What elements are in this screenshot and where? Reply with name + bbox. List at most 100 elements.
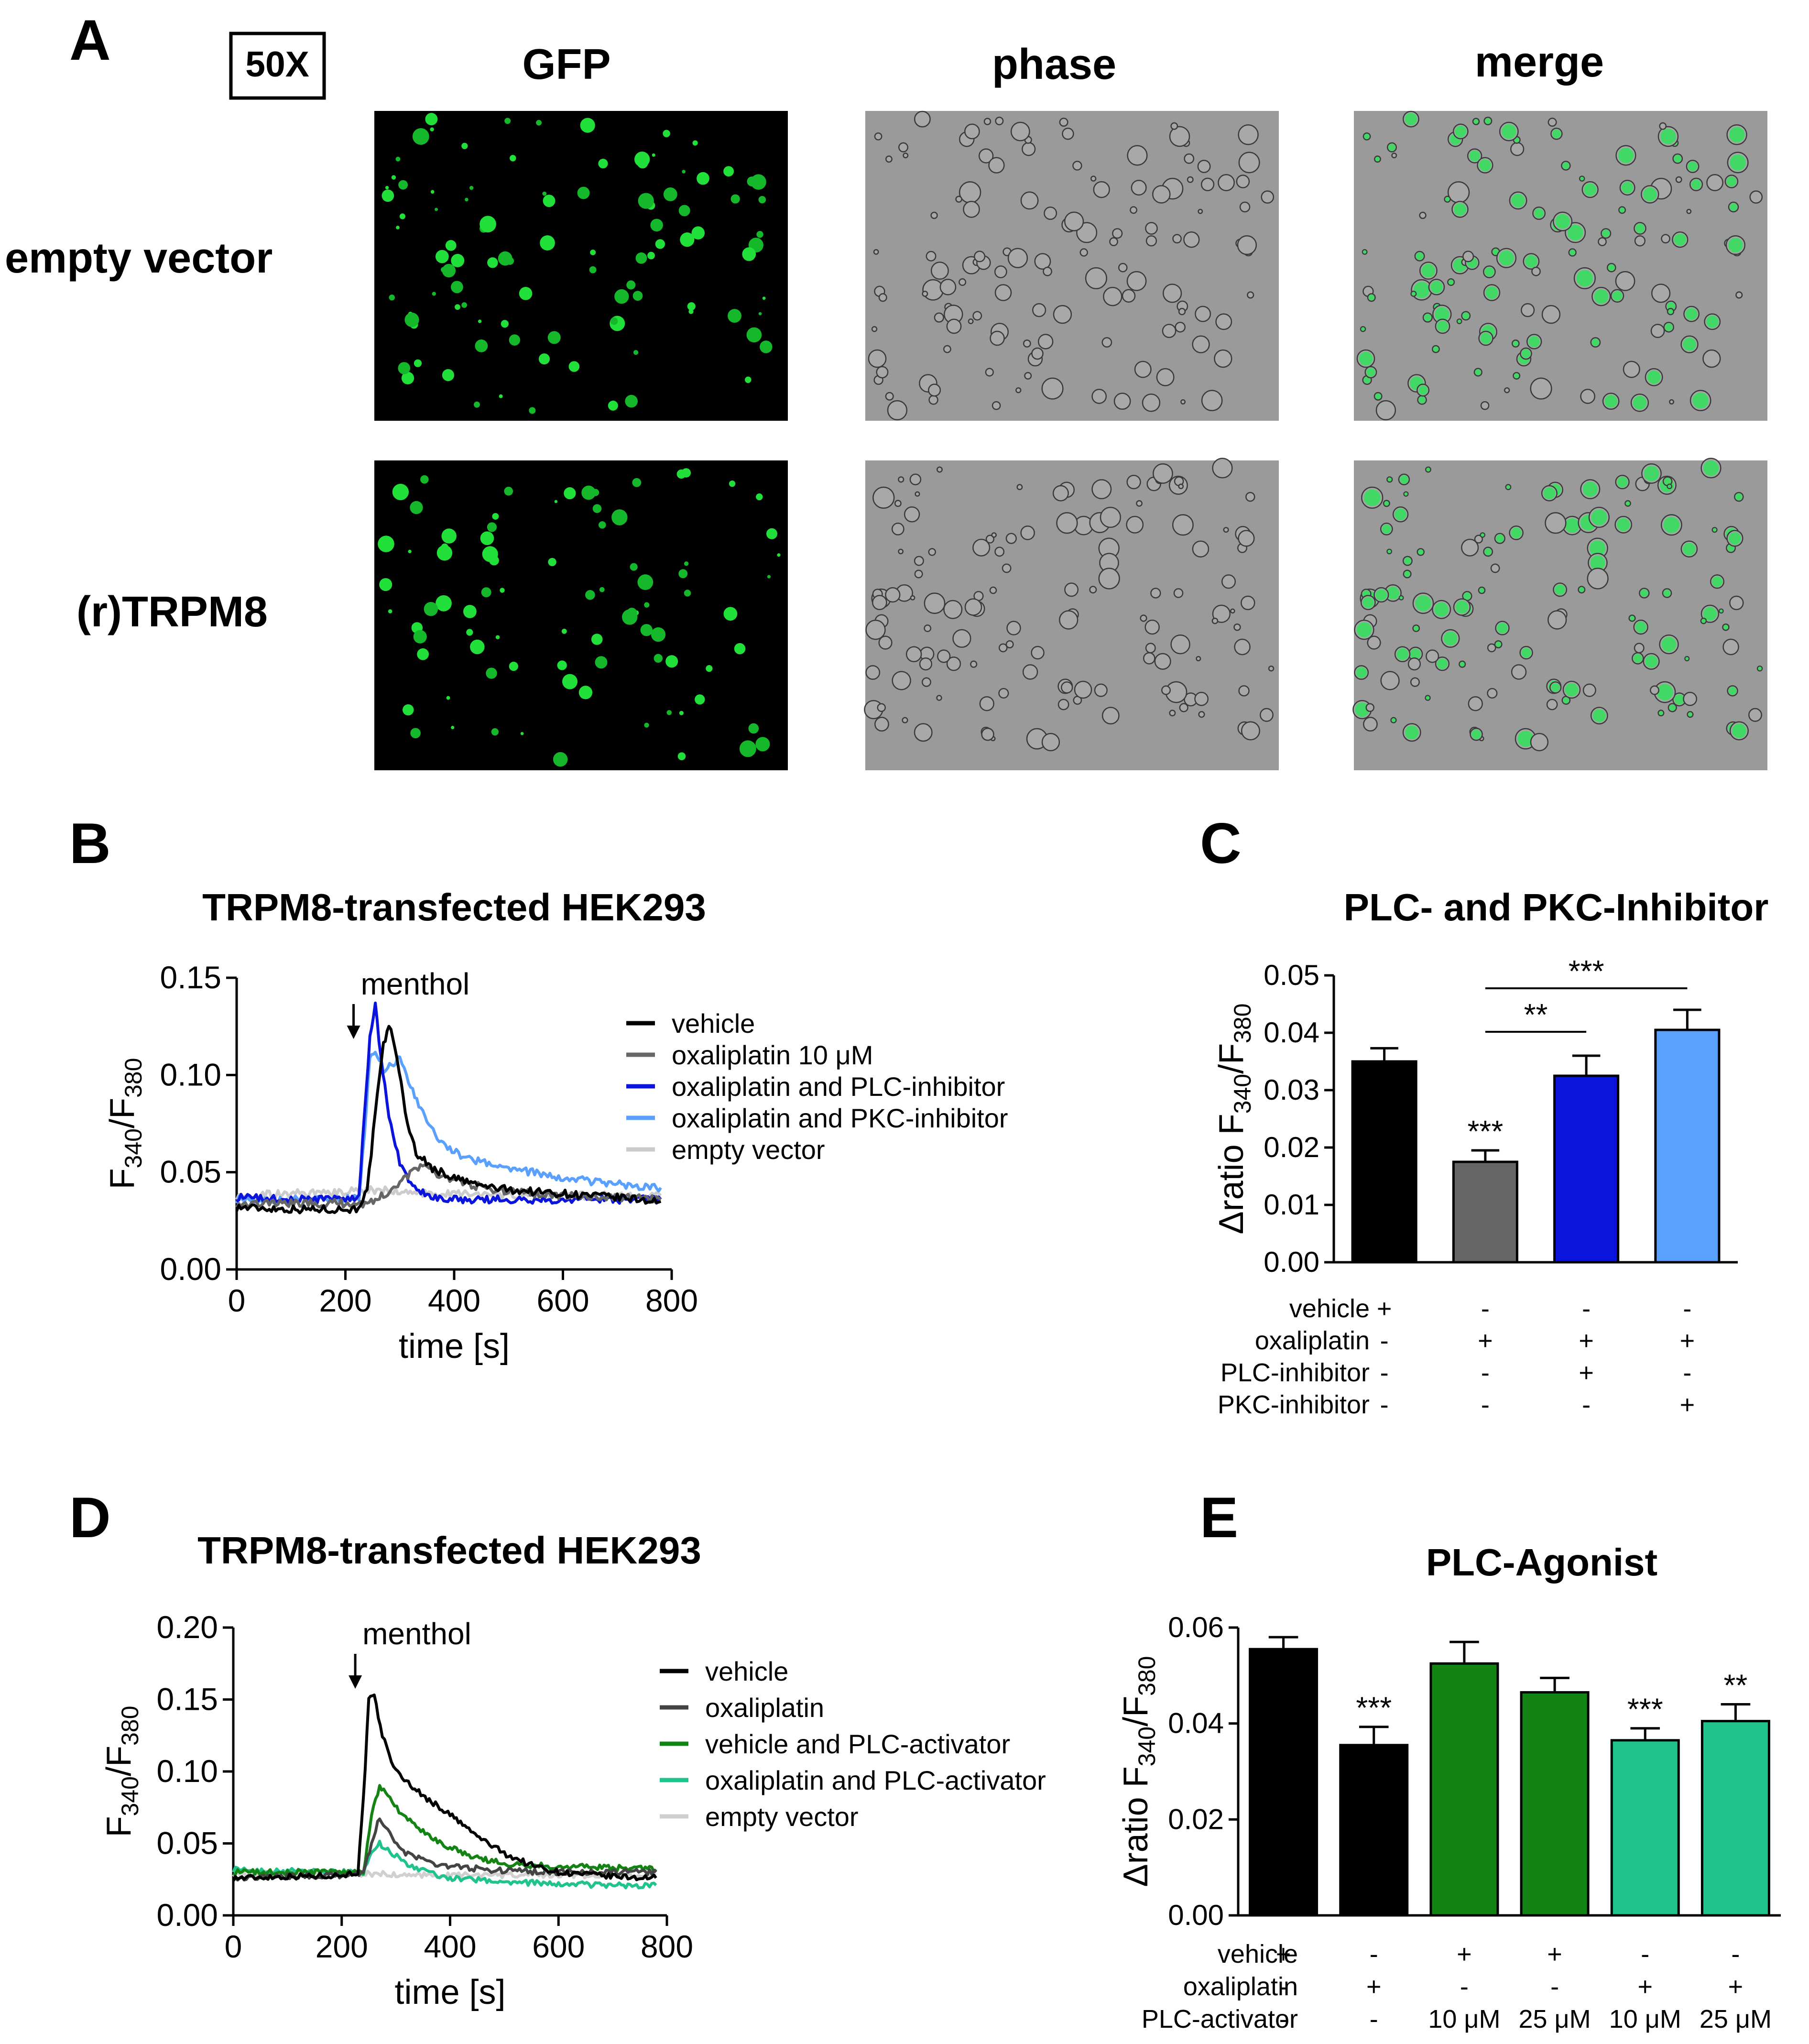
x-axis-label: time [s]: [394, 1973, 505, 2011]
cell-fluorescence: [1635, 621, 1646, 633]
cell-outline: [1238, 124, 1259, 145]
condition-label-oxaliplatin: oxaliplatin: [1183, 1972, 1298, 2001]
cell-fluorescence: [591, 634, 603, 645]
cell-fluorescence: [663, 187, 677, 201]
condition-value: 25 μM: [1518, 2005, 1591, 2033]
cell-outline: [892, 671, 911, 690]
cell-fluorescence: [590, 250, 596, 255]
cell-fluorescence: [1728, 238, 1743, 253]
cell-outline: [1024, 372, 1032, 380]
cell-outline: [988, 157, 1005, 174]
cell-fluorescence: [442, 263, 456, 278]
cell-outline: [904, 506, 920, 523]
cell-fluorescence: [1426, 467, 1430, 472]
column-title-merge: merge: [1475, 38, 1604, 86]
condition-value: +: [1579, 1358, 1594, 1387]
cell-fluorescence: [543, 195, 556, 208]
condition-value: +: [1457, 1940, 1472, 1968]
cell-fluorescence: [410, 728, 421, 739]
cell-fluorescence: [398, 180, 408, 190]
cell-outline: [985, 535, 995, 544]
cell-outline: [1748, 708, 1762, 722]
cell-fluorescence: [1404, 492, 1408, 496]
cell-fluorescence: [760, 340, 773, 353]
cell-outline: [998, 688, 1009, 699]
cell-outline: [1091, 479, 1112, 500]
cell-fluorescence: [1388, 143, 1395, 151]
micrograph-merge-empty-vector: [1354, 110, 1767, 421]
cell-outline: [1211, 617, 1219, 624]
cell-fluorescence: [487, 522, 497, 532]
cell-outline: [1044, 207, 1057, 220]
cell-fluorescence: [1551, 683, 1560, 692]
cell-outline: [1541, 305, 1561, 324]
cell-fluorescence: [554, 500, 558, 503]
cell-fluorescence: [1475, 369, 1482, 375]
y-tick-label: 0.05: [1264, 959, 1319, 991]
cell-outline: [1103, 286, 1122, 306]
cell-outline: [1238, 685, 1250, 697]
cell-fluorescence: [1418, 549, 1424, 555]
cell-outline: [874, 132, 883, 141]
cell-outline: [955, 196, 962, 203]
cell-outline: [1002, 563, 1012, 573]
cell-fluorescence: [1513, 340, 1519, 347]
cell-outline: [1020, 525, 1035, 540]
cell-fluorescence: [1375, 393, 1381, 400]
cell-fluorescence: [1387, 477, 1392, 482]
cell-outline: [1098, 568, 1120, 590]
cell-fluorescence: [1661, 637, 1677, 652]
cell-fluorescence: [399, 213, 406, 219]
cell-fluorescence: [1621, 182, 1634, 194]
cell-outline: [1702, 349, 1721, 368]
cell-fluorescence: [1582, 481, 1598, 497]
cell-fluorescence: [1363, 489, 1381, 506]
cell-fluorescence: [1685, 308, 1698, 320]
cell-fluorescence: [536, 120, 542, 126]
cell-fluorescence: [1384, 501, 1389, 506]
cell-fluorescence: [475, 339, 488, 352]
cell-outline: [926, 251, 937, 262]
cell-outline: [978, 148, 994, 164]
cell-outline: [1490, 563, 1500, 573]
menthol-arrow-head: [349, 1675, 362, 1689]
cell-outline: [959, 181, 981, 204]
cell-outline: [878, 635, 893, 650]
cell-fluorescence: [1706, 315, 1719, 328]
cell-fluorescence: [1418, 385, 1428, 395]
cell-fluorescence: [1359, 351, 1373, 366]
cell-fluorescence: [730, 194, 740, 204]
cell-outline: [1172, 514, 1194, 536]
magnification-box: [229, 32, 326, 100]
y-tick-label: 0.15: [160, 960, 221, 995]
cell-fluorescence: [1692, 392, 1709, 409]
legend-label-vehicle: vehicle: [672, 1008, 755, 1038]
cell-fluorescence: [697, 172, 709, 185]
cell-fluorescence: [630, 563, 638, 571]
cell-fluorescence: [1656, 684, 1673, 700]
cell-fluorescence: [1404, 557, 1411, 565]
cell-fluorescence: [1499, 250, 1514, 266]
cell-fluorescence: [465, 197, 469, 202]
cell-outline: [1062, 128, 1074, 140]
cell-fluorescence: [451, 281, 463, 294]
cell-outline: [1173, 588, 1184, 598]
cell-fluorescence: [1711, 576, 1723, 587]
cell-fluorescence: [1496, 534, 1504, 543]
cell-outline: [1016, 484, 1023, 491]
cell-fluorescence: [647, 251, 655, 260]
cell-outline: [1130, 206, 1138, 214]
cell-outline: [1034, 253, 1051, 270]
cell-outline: [1145, 235, 1157, 247]
x-tick-label: 800: [641, 1929, 693, 1964]
micrograph-phase-empty-vector: [865, 110, 1279, 421]
cell-fluorescence: [1565, 683, 1579, 697]
cell-outline: [1547, 610, 1567, 630]
cell-fluorescence: [581, 485, 596, 500]
cell-outline: [1022, 142, 1036, 156]
cell-fluorescence: [463, 605, 477, 618]
cell-fluorescence: [681, 468, 691, 478]
cell-outline: [1380, 671, 1400, 690]
cell-fluorescence: [1480, 332, 1492, 344]
